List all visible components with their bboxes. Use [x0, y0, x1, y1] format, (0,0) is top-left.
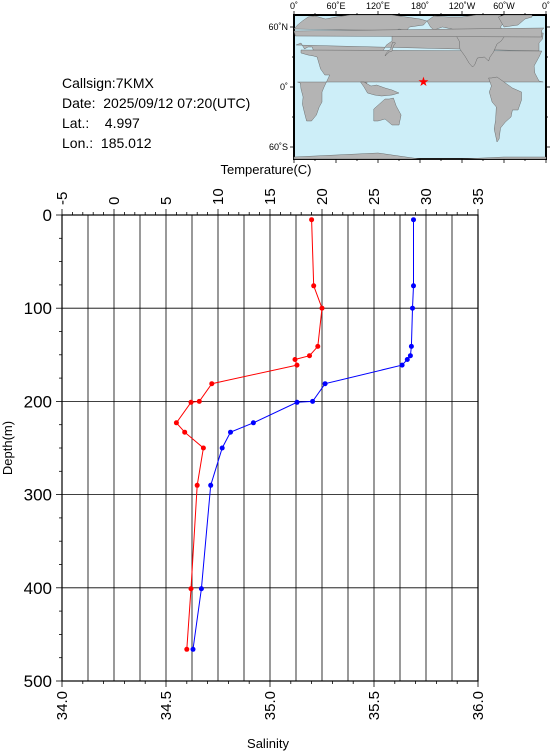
- salinity-data-point: [200, 445, 206, 451]
- temperature-data-point: [228, 429, 233, 435]
- depth-tick-label: 200: [24, 392, 52, 411]
- salinity-data-point: [307, 353, 312, 359]
- temperature-data-point: [219, 445, 225, 451]
- series-layer: [173, 217, 416, 652]
- temperature-data-point: [411, 283, 416, 289]
- map-lon-label: 0˚: [290, 1, 298, 11]
- land-uk: [293, 27, 545, 38]
- salinity-data-point: [319, 305, 325, 311]
- land-greenland: [498, 14, 533, 28]
- temperature-axis-label: Temperature(C): [220, 162, 311, 177]
- map-lon-label: 0˚: [542, 1, 550, 11]
- salinity-data-point: [196, 398, 202, 404]
- land-indonesia: [360, 81, 400, 97]
- temperature-tick-label: 15: [262, 188, 279, 205]
- temperature-profile-line: [192, 219, 414, 650]
- temperature-tick-label: 30: [418, 188, 435, 205]
- temperature-data-point: [404, 357, 410, 362]
- land-africa: [297, 49, 544, 122]
- date-label: Date: 2025/09/12 07:20(UTC): [62, 95, 251, 111]
- temperature-data-point: [408, 343, 414, 349]
- salinity-tick-label: 35.0: [262, 691, 279, 720]
- map-lon-label: 60˚W: [493, 1, 515, 11]
- depth-tick-label: 300: [24, 486, 52, 505]
- temperature-data-point: [411, 217, 416, 223]
- map-frame-ticks: [290, 11, 550, 163]
- salinity-data-point: [194, 482, 200, 488]
- temperature-data-point: [322, 381, 328, 387]
- longitude-label: Lon.: 185.012: [62, 135, 152, 151]
- salinity-data-point: [188, 399, 194, 405]
- temperature-data-point: [399, 362, 405, 368]
- salinity-data-point: [309, 217, 315, 223]
- salinity-data-point: [292, 357, 298, 362]
- map-lon-label: 120˚W: [449, 1, 476, 11]
- temperature-tick-label: 5: [158, 197, 175, 205]
- map-tick-labels: 0˚ 60˚E 120˚E 180˚ 120˚W 60˚W 0˚ 60˚N 0˚ 60˚S: [268, 1, 550, 152]
- temperature-data-point: [310, 398, 316, 404]
- temperature-tick-label: 10: [210, 188, 227, 205]
- salinity-tick-label: 34.0: [54, 691, 71, 720]
- temperature-data-point: [410, 305, 415, 311]
- depth-tick-label: 400: [24, 579, 52, 598]
- salinity-tick-label: 35.5: [366, 691, 383, 720]
- temperature-tick-label: 0: [106, 197, 123, 205]
- depth-tick-label: 100: [24, 299, 52, 318]
- salinity-profile-line: [175, 219, 323, 650]
- land-australia: [373, 97, 402, 126]
- temperature-data-point: [198, 586, 204, 592]
- temperature-data-point: [190, 646, 196, 652]
- map-land: [293, 14, 547, 160]
- map-lon-label: 120˚E: [366, 1, 390, 11]
- map-lat-label: 0˚: [280, 82, 288, 92]
- temperature-data-point: [208, 482, 214, 488]
- depth-tick-label: 0: [43, 206, 52, 225]
- depth-tick-label: 500: [24, 672, 52, 691]
- salinity-data-point: [182, 429, 188, 435]
- temperature-data-point: [250, 420, 256, 426]
- salinity-tick-label: 34.5: [158, 691, 175, 720]
- temperature-tick-label: -5: [54, 192, 71, 205]
- salinity-data-point: [184, 646, 190, 652]
- latitude-label: Lat.: 4.997: [62, 115, 140, 131]
- depth-axis-label: Depth(m): [0, 421, 15, 475]
- temperature-tick-label: 20: [314, 188, 331, 205]
- land-japan: [384, 41, 396, 57]
- world-map: 0˚ 60˚E 120˚E 180˚ 120˚W 60˚W 0˚ 60˚N 0˚ 60˚S ★: [268, 1, 550, 163]
- map-lon-label: 60˚E: [326, 1, 345, 11]
- salinity-data-point: [294, 362, 300, 368]
- temperature-tick-label: 35: [470, 188, 487, 205]
- salinity-data-point: [173, 420, 179, 426]
- land-south-america: [488, 76, 522, 143]
- salinity-data-point: [209, 381, 215, 387]
- map-lat-label: 60˚S: [269, 142, 288, 152]
- temperature-tick-label: 25: [366, 188, 383, 205]
- salinity-axis-label: Salinity: [247, 736, 289, 751]
- temperature-data-point: [407, 353, 413, 359]
- axis-ticks: [56, 209, 479, 687]
- salinity-data-point: [311, 283, 317, 289]
- callsign-label: Callsign:7KMX: [62, 75, 154, 91]
- map-lat-label: 60˚N: [268, 22, 288, 32]
- salinity-data-point: [315, 343, 321, 349]
- salinity-tick-label: 36.0: [470, 691, 487, 720]
- map-lon-label: 180˚: [411, 1, 429, 11]
- temperature-data-point: [294, 399, 300, 405]
- salinity-data-point: [188, 586, 194, 592]
- station-marker-icon: ★: [418, 74, 430, 89]
